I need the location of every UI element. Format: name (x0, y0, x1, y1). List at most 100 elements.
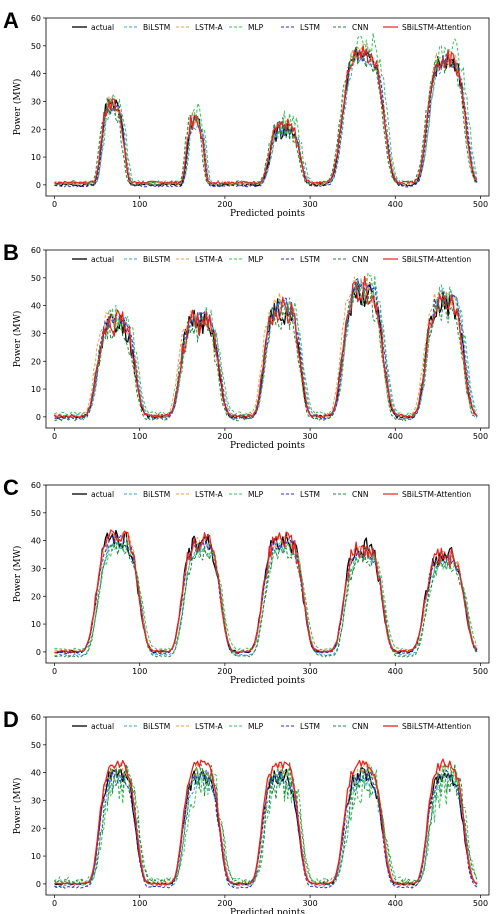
chart-panel-d: D 0 100 200 300 400 500 0 10 20 30 40 50 60 Predicted … (3, 707, 490, 914)
series-line-lstm-a (54, 276, 478, 418)
legend-label: LSTM-A (195, 490, 224, 499)
legend-label: BiLSTM (143, 722, 170, 731)
legend-label: MLP (248, 490, 264, 499)
series-line-mlp (54, 272, 478, 416)
series-lines (53, 272, 478, 422)
x-tick-label: 500 (473, 200, 488, 209)
x-tick-label: 400 (388, 200, 403, 209)
series-line-mlp (54, 32, 478, 185)
y-tick-label: 10 (31, 153, 41, 162)
series-line-sbilstm-attention (53, 275, 478, 419)
x-tick-label: 300 (302, 667, 317, 676)
y-tick-label: 0 (36, 880, 41, 889)
legend-label: BiLSTM (143, 255, 170, 264)
y-tick-label: 40 (31, 302, 41, 311)
legend-label: SBiLSTM-Attention (402, 722, 471, 731)
series-line-lstm (54, 533, 478, 654)
legend-label: LSTM-A (195, 255, 224, 264)
legend-label: LSTM-A (195, 23, 224, 32)
legend: actual BiLSTM LSTM-A MLP LSTM CNN SBiLSTM-Atte… (72, 255, 471, 264)
panel-letter: A (3, 8, 19, 33)
y-tick-label: 60 (31, 14, 41, 23)
y-tick-label: 10 (31, 620, 41, 629)
x-tick-label: 300 (302, 432, 317, 441)
panel-letter: D (3, 707, 19, 732)
series-line-cnn (54, 49, 478, 186)
legend-label: LSTM-A (195, 722, 224, 731)
series-lines (54, 758, 478, 889)
y-tick-label: 50 (31, 509, 41, 518)
x-tick-label: 0 (52, 200, 57, 209)
y-tick-label: 40 (31, 537, 41, 546)
legend-label: CNN (352, 23, 368, 32)
series-line-mlp (54, 539, 478, 651)
x-tick-label: 0 (52, 667, 57, 676)
series-lines (54, 529, 478, 658)
legend-label: SBiLSTM-Attention (402, 23, 471, 32)
x-tick-label: 100 (132, 899, 147, 908)
legend-label: LSTM (300, 23, 320, 32)
x-tick-label: 400 (388, 899, 403, 908)
x-tick-label: 100 (132, 667, 147, 676)
series-line-actual (54, 766, 478, 886)
series-line-lstm (54, 769, 478, 889)
x-tick-label: 100 (132, 432, 147, 441)
series-line-lstm-a (54, 43, 478, 186)
series-line-bilstm (54, 277, 478, 417)
legend-label: actual (91, 490, 114, 499)
x-tick-label: 400 (388, 667, 403, 676)
series-line-bilstm (54, 539, 478, 657)
legend-label: MLP (248, 722, 264, 731)
legend-label: actual (91, 255, 114, 264)
series-line-sbilstm-attention (54, 529, 478, 654)
x-tick-label: 300 (302, 200, 317, 209)
legend-label: BiLSTM (143, 23, 170, 32)
plot-area (45, 716, 490, 896)
panel-letter: B (3, 240, 19, 265)
y-tick-label: 20 (31, 592, 41, 601)
y-tick-label: 40 (31, 70, 41, 79)
y-axis-label: Power (MW) (12, 79, 23, 136)
y-tick-label: 50 (31, 741, 41, 750)
legend-label: CNN (352, 722, 368, 731)
legend-label: BiLSTM (143, 490, 170, 499)
y-tick-label: 10 (31, 852, 41, 861)
chart-panel-b: B 0 100 200 300 400 500 0 10 20 30 40 50 60 Predicted … (3, 240, 490, 451)
x-axis-label: Predicted points (230, 209, 305, 219)
plot-area (45, 249, 490, 429)
y-tick-label: 50 (31, 274, 41, 283)
legend-label: SBiLSTM-Attention (402, 255, 471, 264)
legend-label: actual (91, 23, 114, 32)
x-tick-label: 100 (132, 200, 147, 209)
y-tick-label: 30 (31, 97, 41, 106)
y-tick-label: 10 (31, 385, 41, 394)
x-axis-label: Predicted points (230, 676, 305, 686)
legend-label: MLP (248, 255, 264, 264)
series-line-mlp (54, 760, 478, 883)
legend-label: LSTM (300, 722, 320, 731)
x-axis-label: Predicted points (230, 908, 305, 914)
y-tick-label: 60 (31, 246, 41, 255)
legend: actual BiLSTM LSTM-A MLP LSTM CNN SBiLSTM-Atte… (72, 722, 471, 731)
series-line-sbilstm-attention (54, 45, 478, 185)
plot-area (45, 484, 490, 664)
legend-label: CNN (352, 490, 368, 499)
y-tick-label: 40 (31, 769, 41, 778)
x-tick-label: 0 (52, 899, 57, 908)
y-tick-label: 0 (36, 648, 41, 657)
legend: actual BiLSTM LSTM-A MLP LSTM CNN SBiLSTM-Atte… (72, 23, 471, 32)
legend-label: CNN (352, 255, 368, 264)
series-lines (54, 32, 478, 188)
series-line-sbilstm-attention (54, 758, 478, 886)
x-axis-label: Predicted points (230, 441, 305, 451)
x-tick-label: 500 (473, 667, 488, 676)
legend-label: SBiLSTM-Attention (402, 490, 471, 499)
y-axis-label: Power (MW) (12, 311, 23, 368)
y-tick-label: 20 (31, 357, 41, 366)
y-tick-label: 20 (31, 125, 41, 134)
legend-label: actual (91, 722, 114, 731)
y-tick-label: 20 (31, 824, 41, 833)
series-line-bilstm (54, 55, 478, 186)
x-tick-label: 400 (388, 432, 403, 441)
x-tick-label: 200 (217, 899, 232, 908)
